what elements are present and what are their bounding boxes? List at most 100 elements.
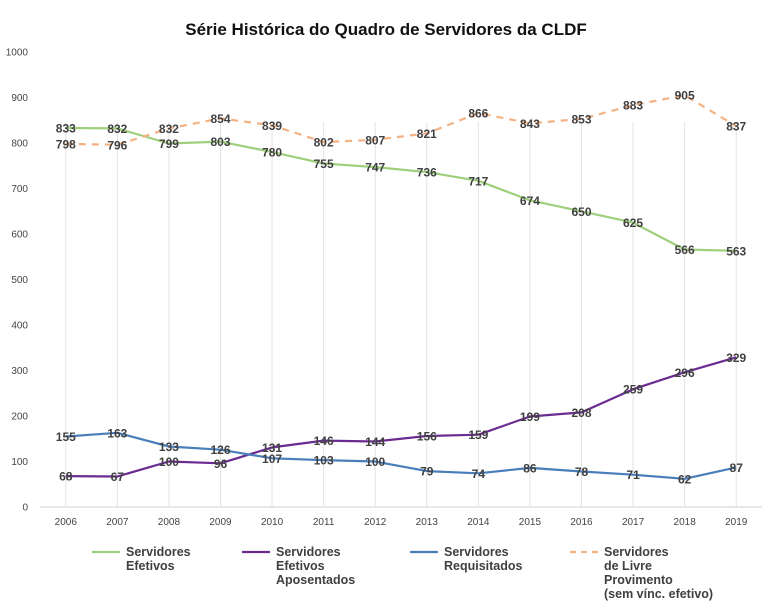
data-label-s0-2016: 650 xyxy=(571,205,591,219)
data-label-s0-2010: 780 xyxy=(262,146,282,160)
y-tick-label-500: 500 xyxy=(11,275,28,286)
y-tick-label-800: 800 xyxy=(11,139,28,150)
x-tick-label-2013: 2013 xyxy=(416,517,439,528)
data-label-s2-2006: 155 xyxy=(56,430,76,444)
data-label-s0-2013: 736 xyxy=(417,166,437,180)
data-label-s1-2012: 144 xyxy=(365,435,385,449)
data-label-s2-2015: 86 xyxy=(523,461,537,475)
grid-lines xyxy=(65,122,737,507)
data-label-s1-2014: 159 xyxy=(468,428,488,442)
series-line-1 xyxy=(65,356,737,478)
data-label-s1-2017: 259 xyxy=(623,383,643,397)
data-label-s1-2019: 329 xyxy=(726,351,746,365)
x-tick-label-2007: 2007 xyxy=(106,517,129,528)
data-label-s2-2008: 133 xyxy=(159,440,179,454)
data-label-s2-2010: 107 xyxy=(262,452,282,466)
x-tick-label-2010: 2010 xyxy=(261,517,284,528)
data-label-s1-2010: 131 xyxy=(262,441,282,455)
data-label-s0-2008: 799 xyxy=(159,137,179,151)
legend-label-1-0: Servidores xyxy=(276,545,341,559)
data-label-s3-2010: 839 xyxy=(262,119,282,133)
data-label-s1-2018: 296 xyxy=(675,366,695,380)
chart-title: Série Histórica do Quadro de Servidores … xyxy=(185,20,587,39)
x-tick-label-2009: 2009 xyxy=(209,517,232,528)
x-tick-label-2014: 2014 xyxy=(467,517,490,528)
data-label-s2-2017: 71 xyxy=(626,468,640,482)
data-label-s0-2017: 625 xyxy=(623,216,643,230)
x-tick-label-2006: 2006 xyxy=(55,517,78,528)
data-label-s3-2013: 821 xyxy=(417,127,437,141)
data-label-s1-2009: 96 xyxy=(214,457,228,471)
series-lines xyxy=(65,94,737,480)
data-label-s2-2016: 78 xyxy=(575,465,589,479)
data-label-s0-2014: 717 xyxy=(468,174,488,188)
data-label-s3-2016: 853 xyxy=(571,112,591,126)
data-label-s1-2016: 208 xyxy=(571,406,591,420)
data-label-s3-2008: 832 xyxy=(159,122,179,136)
data-label-s0-2019: 563 xyxy=(726,244,746,258)
y-tick-label-400: 400 xyxy=(11,321,28,332)
data-label-s1-2006: 68 xyxy=(59,470,73,484)
legend-label-2-0: Servidores xyxy=(444,545,509,559)
data-label-s2-2014: 74 xyxy=(472,467,486,481)
data-label-s3-2007: 796 xyxy=(107,138,127,152)
series-line-0 xyxy=(65,126,737,252)
data-label-s0-2007: 832 xyxy=(107,122,127,136)
data-label-s2-2019: 87 xyxy=(730,461,744,475)
data-label-s0-2015: 674 xyxy=(520,194,540,208)
axes: 0 100 200 300 400 500 600 700 800 900 1000 2006 2007… xyxy=(6,48,762,528)
data-label-s2-2009: 126 xyxy=(210,443,230,457)
y-tick-label-100: 100 xyxy=(11,457,28,468)
x-tick-label-2011: 2011 xyxy=(313,517,335,528)
data-label-s1-2013: 156 xyxy=(417,430,437,444)
y-tick-label-600: 600 xyxy=(11,230,28,241)
legend: ServidoresEfetivosServidoresEfetivosApos… xyxy=(92,545,713,601)
data-label-s2-2007: 163 xyxy=(107,426,127,440)
data-label-s3-2017: 883 xyxy=(623,99,643,113)
data-label-s2-2011: 103 xyxy=(314,454,334,468)
data-label-s3-2015: 843 xyxy=(520,117,540,131)
data-label-s3-2014: 866 xyxy=(468,106,488,120)
data-label-s3-2012: 807 xyxy=(365,133,385,147)
legend-label-3-0: Servidores xyxy=(604,545,669,559)
x-tick-label-2012: 2012 xyxy=(364,517,387,528)
data-label-s0-2006: 833 xyxy=(56,121,76,135)
x-tick-label-2015: 2015 xyxy=(519,517,542,528)
y-tick-label-300: 300 xyxy=(11,366,28,377)
data-label-s3-2006: 798 xyxy=(56,137,76,151)
y-tick-label-900: 900 xyxy=(11,93,28,104)
legend-label-0-1: Efetivos xyxy=(126,559,175,573)
y-tick-label-1000: 1000 xyxy=(6,48,29,59)
x-tick-label-2016: 2016 xyxy=(570,517,593,528)
y-tick-label-700: 700 xyxy=(11,184,28,195)
legend-label-3-1: de Livre xyxy=(604,559,652,573)
data-label-s0-2012: 747 xyxy=(365,161,385,175)
series-line-3 xyxy=(65,94,737,146)
x-tick-label-2018: 2018 xyxy=(674,517,697,528)
data-label-s0-2009: 803 xyxy=(210,135,230,149)
data-label-s2-2018: 62 xyxy=(678,472,692,486)
data-label-s1-2008: 100 xyxy=(159,455,179,469)
data-label-s3-2018: 905 xyxy=(675,89,695,103)
data-label-s1-2011: 146 xyxy=(314,434,334,448)
data-label-s0-2011: 755 xyxy=(314,157,334,171)
legend-label-1-1: Efetivos xyxy=(276,559,325,573)
legend-label-3-2: Provimento xyxy=(604,573,673,587)
legend-label-1-2: Aposentados xyxy=(276,573,355,587)
data-label-s1-2007: 67 xyxy=(111,470,125,484)
data-label-s3-2019: 837 xyxy=(726,120,746,134)
data-label-s0-2018: 566 xyxy=(675,243,695,257)
x-tick-label-2017: 2017 xyxy=(622,517,645,528)
legend-label-0-0: Servidores xyxy=(126,545,191,559)
legend-label-2-1: Requisitados xyxy=(444,559,523,573)
y-tick-label-0: 0 xyxy=(22,503,28,514)
data-label-s2-2012: 100 xyxy=(365,455,385,469)
data-label-s2-2013: 79 xyxy=(420,465,434,479)
x-tick-label-2019: 2019 xyxy=(725,517,748,528)
x-tick-label-2008: 2008 xyxy=(158,517,181,528)
legend-label-3-3: (sem vínc. efetivo) xyxy=(604,587,713,601)
series-line-2 xyxy=(65,431,737,480)
data-label-s3-2009: 854 xyxy=(210,112,230,126)
